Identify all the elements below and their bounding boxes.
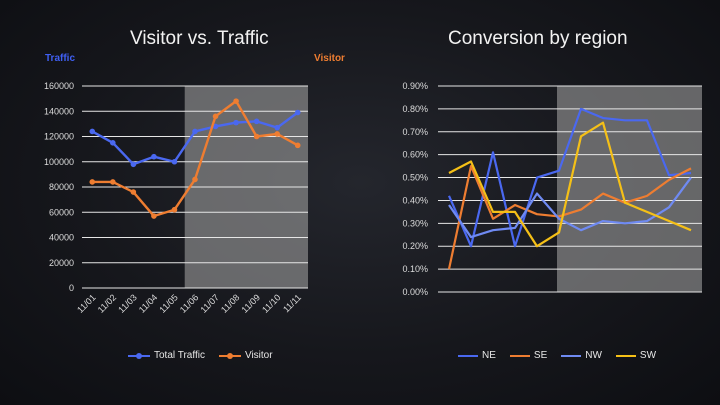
traffic-x-tick: 11/10 <box>260 292 283 315</box>
legend-swatch <box>561 354 582 357</box>
traffic-chart-title: Visitor vs. Traffic <box>130 28 269 49</box>
traffic-x-tick: 11/06 <box>178 292 201 315</box>
conversion-chart-title: Conversion by region <box>448 28 628 49</box>
legend-item-ne: NE <box>458 350 496 361</box>
conversion-y-tick: 0.10% <box>402 264 428 274</box>
data-point-visitor <box>110 179 116 185</box>
traffic-x-tick: 11/01 <box>75 292 98 315</box>
traffic-legend: Total Traffic Visitor <box>128 350 273 361</box>
traffic-x-tick: 11/09 <box>240 292 263 315</box>
conversion-y-tick: 0.20% <box>402 241 428 251</box>
legend-label: NW <box>585 350 602 361</box>
legend-swatch <box>218 352 241 359</box>
data-point-total-traffic <box>294 109 301 116</box>
traffic-axis-label: Traffic <box>45 53 76 64</box>
legend-item-total-traffic: Total Traffic <box>128 350 205 361</box>
traffic-y-tick: 120000 <box>44 132 74 142</box>
data-point-visitor <box>171 206 178 213</box>
conversion-y-tick: 0.50% <box>402 173 428 183</box>
traffic-y-tick: 40000 <box>49 233 74 243</box>
traffic-x-tick: 11/07 <box>198 292 221 315</box>
traffic-y-tick: 100000 <box>44 157 74 167</box>
traffic-y-tick: 140000 <box>44 106 74 116</box>
conversion-y-tick: 0.90% <box>402 81 428 91</box>
traffic-y-tick: 0 <box>69 283 74 293</box>
data-point-visitor <box>233 98 239 104</box>
legend-item-nw: NW <box>561 350 602 361</box>
legend-label: SE <box>533 350 548 361</box>
legend-swatch <box>128 352 150 359</box>
series-line-nw <box>448 176 692 239</box>
data-point-total-traffic <box>233 119 239 126</box>
data-point-visitor <box>212 113 219 120</box>
conversion-y-tick: 0.40% <box>402 195 428 205</box>
conversion-y-tick: 0.60% <box>402 150 428 160</box>
series-line-ne <box>447 107 692 248</box>
legend-swatch <box>615 354 636 357</box>
traffic-y-tick: 20000 <box>49 258 74 268</box>
data-point-total-traffic <box>212 123 219 130</box>
data-point-total-traffic <box>130 161 137 168</box>
data-point-visitor <box>253 133 260 140</box>
conversion-y-tick: 0.30% <box>402 218 428 228</box>
data-point-visitor <box>274 131 280 137</box>
conversion-legend: NE SE NW SW <box>458 350 656 361</box>
series-line-se <box>447 165 692 270</box>
legend-item-visitor: Visitor <box>218 350 273 361</box>
traffic-x-tick: 11/03 <box>116 292 139 315</box>
conversion-y-tick: 0.70% <box>402 127 428 137</box>
traffic-x-tick: 11/02 <box>96 292 119 315</box>
traffic-y-tick: 60000 <box>49 207 74 217</box>
data-point-total-traffic <box>253 118 260 125</box>
data-point-total-traffic <box>89 128 96 135</box>
data-point-total-traffic <box>171 158 178 165</box>
traffic-y-tick: 80000 <box>49 182 74 192</box>
legend-label: Total Traffic <box>154 350 205 361</box>
data-point-visitor <box>89 179 96 185</box>
legend-swatch <box>458 354 478 357</box>
data-point-total-traffic <box>151 153 157 160</box>
traffic-x-tick: 11/05 <box>157 292 180 315</box>
data-point-visitor <box>294 142 301 149</box>
data-point-visitor <box>130 189 137 195</box>
legend-label: SW <box>639 350 657 361</box>
data-point-total-traffic <box>110 140 116 146</box>
traffic-x-tick: 11/08 <box>219 292 242 315</box>
series-line-sw <box>448 121 692 248</box>
conversion-y-tick: 0.80% <box>402 104 428 114</box>
data-point-total-traffic <box>274 124 280 131</box>
data-point-visitor <box>151 213 157 219</box>
legend-swatch <box>509 354 530 357</box>
traffic-x-tick: 11/11 <box>281 292 303 314</box>
legend-label: Visitor <box>244 350 273 361</box>
conversion-y-tick: 0.00% <box>402 287 428 297</box>
traffic-y-tick: 160000 <box>44 81 74 91</box>
visitor-axis-label: Visitor <box>314 53 345 64</box>
legend-item-se: SE <box>509 350 548 361</box>
legend-label: NE <box>482 350 496 361</box>
traffic-x-tick: 11/04 <box>137 292 160 315</box>
legend-item-sw: SW <box>615 350 657 361</box>
data-point-visitor <box>192 176 198 183</box>
data-point-total-traffic <box>192 128 198 135</box>
